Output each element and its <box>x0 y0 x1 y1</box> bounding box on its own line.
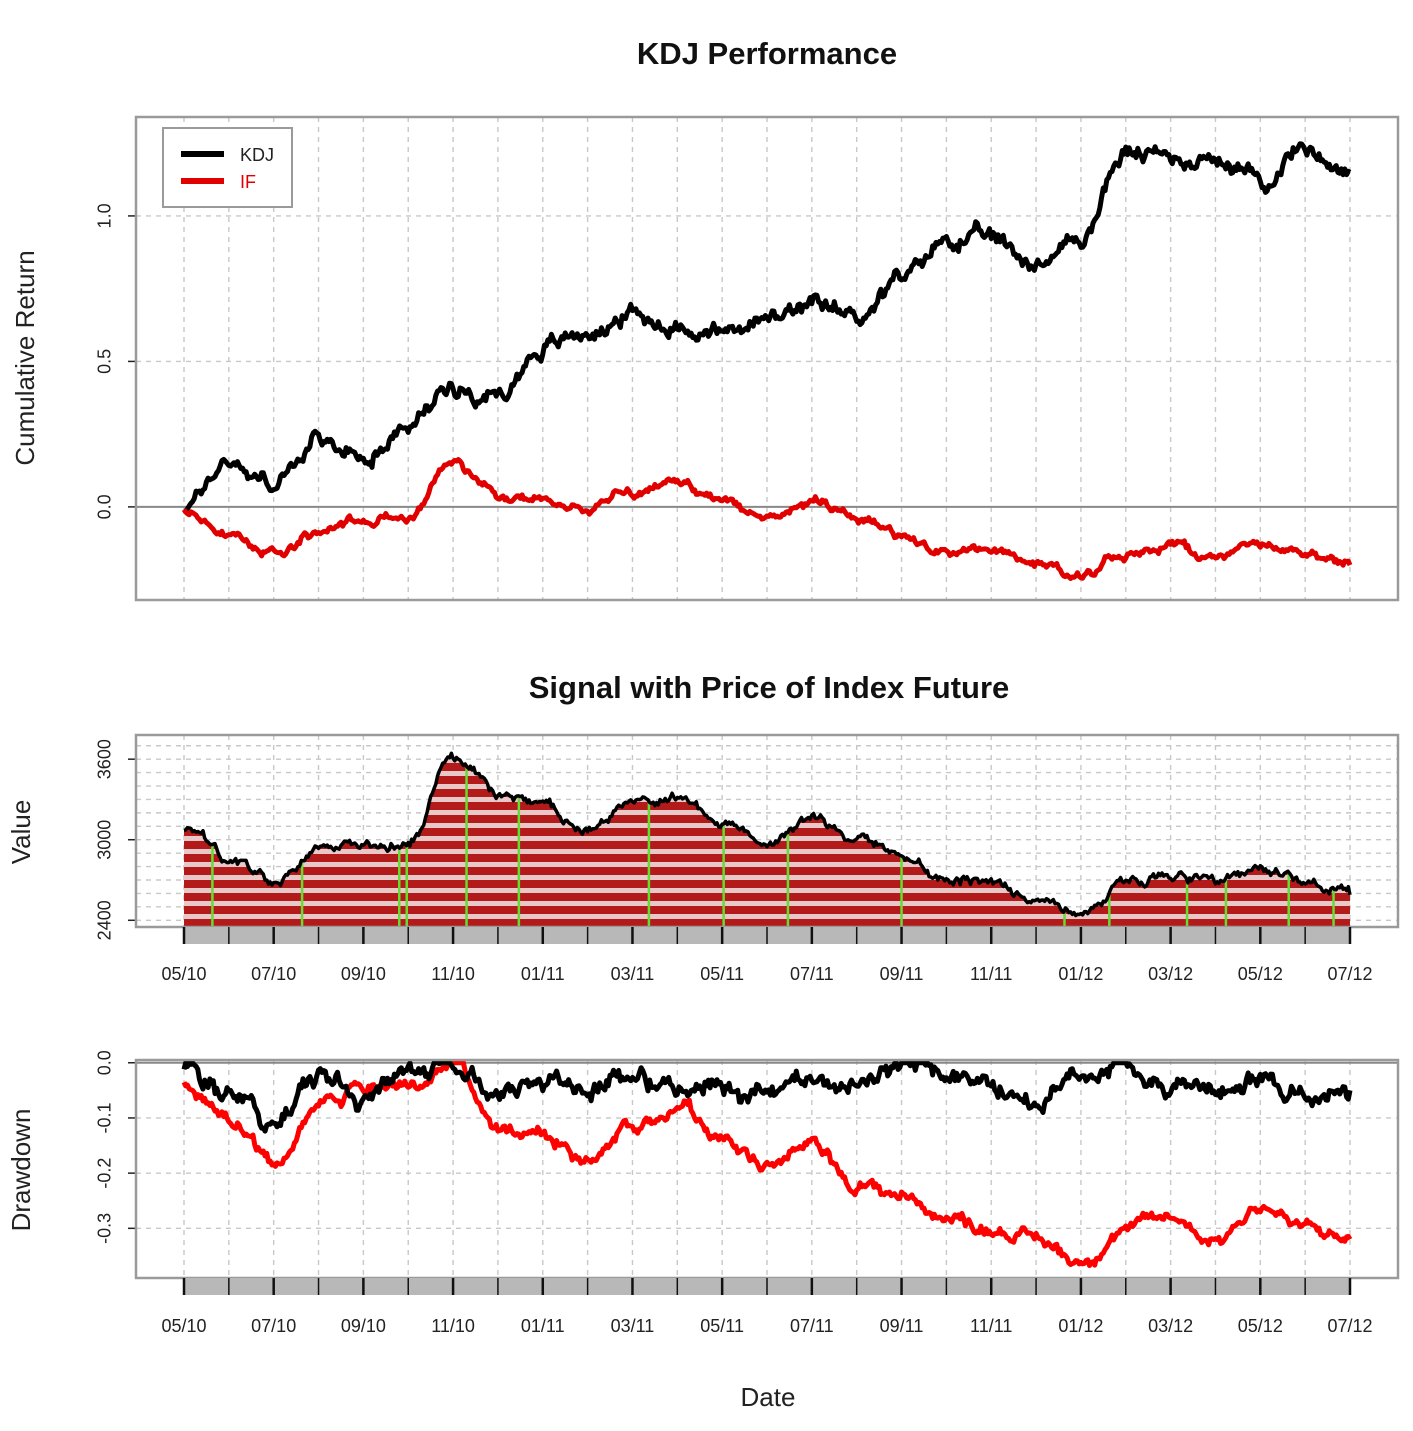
drawdown-line-kdj <box>181 1060 1353 1134</box>
legend: KDJ IF <box>162 127 293 208</box>
y-tick-label: 2400 <box>95 900 115 940</box>
x-tick-label: 07/11 <box>790 964 834 984</box>
legend-label-if: IF <box>240 172 256 192</box>
series-line-if <box>181 457 1353 581</box>
middle-y-axis-label: Value <box>6 800 36 865</box>
x-tick-label: 11/11 <box>970 1316 1012 1336</box>
price-area-stripe <box>184 919 1350 927</box>
x-tick-label: 09/10 <box>341 1316 386 1336</box>
drawdown-panel: 0.0 -0.1 -0.2 -0.3 05/10 07/10 09/10 11/10 01/11… <box>95 1050 1400 1336</box>
x-tick-label: 01/12 <box>1058 964 1103 984</box>
y-tick-label: -0.1 <box>95 1102 115 1133</box>
x-tick-label: 07/12 <box>1327 1316 1372 1336</box>
y-tick-label: 0.5 <box>95 349 115 374</box>
cumulative-return-panel: 0.0 0.5 1.0 <box>95 115 1400 602</box>
y-tick-label: -0.2 <box>95 1158 115 1189</box>
y-tick-label: 0.0 <box>95 494 115 519</box>
top-panel-title: KDJ Performance <box>637 36 897 71</box>
x-tick-label: 05/11 <box>700 964 744 984</box>
x-tick-label: 03/11 <box>611 964 655 984</box>
price-area-stripe <box>184 880 1350 888</box>
x-tick-label: 09/11 <box>880 1316 924 1336</box>
x-tick-label: 11/10 <box>431 1316 475 1336</box>
price-line <box>183 751 1352 918</box>
panel-frame <box>134 115 1400 602</box>
series-line-kdj <box>183 141 1352 514</box>
x-tick-label: 03/11 <box>611 1316 655 1336</box>
x-tick-label: 05/12 <box>1238 1316 1283 1336</box>
top-y-axis-label: Cumulative Return <box>10 250 40 465</box>
x-axis-label: Date <box>741 1382 796 1412</box>
x-tick-label: 05/10 <box>161 964 206 984</box>
x-tick-label: 05/11 <box>700 1316 744 1336</box>
x-tick-label: 11/11 <box>970 964 1012 984</box>
legend-label-kdj: KDJ <box>240 145 274 165</box>
x-tick-label: 01/11 <box>521 1316 565 1336</box>
price-area-stripe <box>184 893 1350 901</box>
x-tick-label: 09/10 <box>341 964 386 984</box>
x-tick-label: 07/10 <box>251 1316 296 1336</box>
x-tick-label: 11/10 <box>431 964 475 984</box>
x-tick-label: 03/12 <box>1148 1316 1193 1336</box>
price-area-stripe <box>184 867 1350 875</box>
x-tick-label: 03/12 <box>1148 964 1193 984</box>
x-tick-label: 09/11 <box>880 964 924 984</box>
price-area-stripe <box>184 854 1350 862</box>
y-tick-label: 0.0 <box>95 1050 115 1075</box>
middle-panel-title: Signal with Price of Index Future <box>529 670 1010 705</box>
y-tick-label: 1.0 <box>95 203 115 228</box>
legend-box <box>162 127 293 208</box>
x-tick-label: 07/10 <box>251 964 296 984</box>
price-area-stripe <box>184 906 1350 914</box>
x-tick-label: 01/11 <box>521 964 565 984</box>
signal-price-panel: 2400 3000 3600 05/10 07/10 09/10 11/10 01/11 03/… <box>95 733 1400 984</box>
y-tick-label: 3000 <box>95 820 115 860</box>
x-tick-label: 01/12 <box>1058 1316 1103 1336</box>
x-tick-label: 05/10 <box>161 1316 206 1336</box>
y-tick-label: 3600 <box>95 739 115 779</box>
y-tick-label: -0.3 <box>95 1213 115 1244</box>
x-tick-label: 05/12 <box>1238 964 1283 984</box>
bottom-y-axis-label: Drawdown <box>6 1109 36 1232</box>
x-tick-label: 07/12 <box>1327 964 1372 984</box>
x-tick-label: 07/11 <box>790 1316 834 1336</box>
